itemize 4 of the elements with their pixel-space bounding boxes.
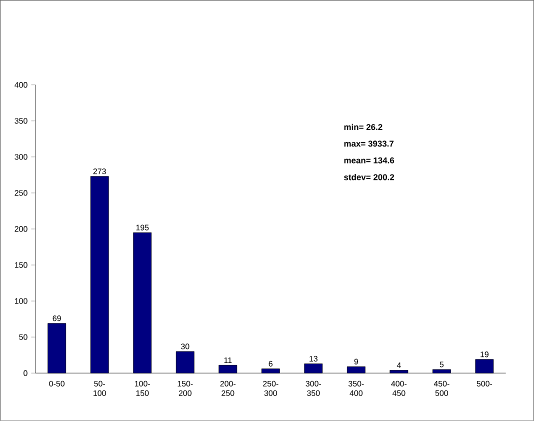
annotation: stdev= 200.2	[344, 174, 394, 180]
annotation: mean= 134.6	[344, 157, 394, 164]
annotation: max= 3933.7	[344, 140, 394, 147]
annotation: min= 26.2	[344, 124, 382, 130]
